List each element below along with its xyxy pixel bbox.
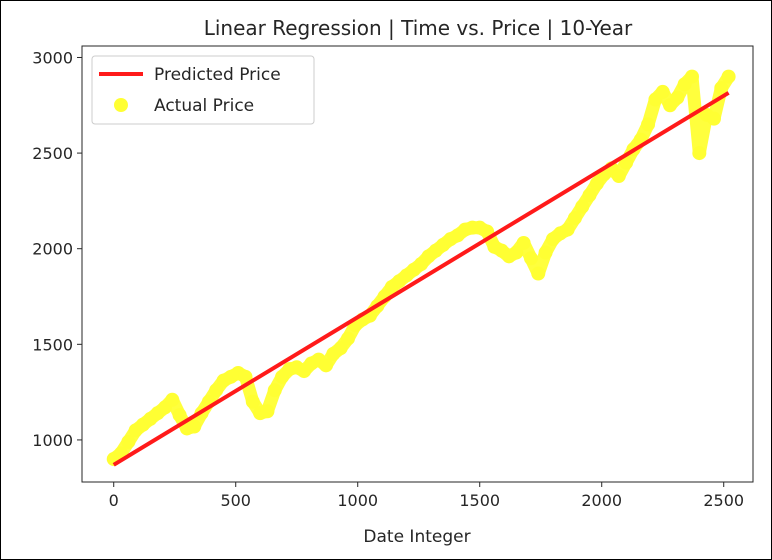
actual-price-point (685, 69, 699, 84)
plot-area (81, 45, 754, 483)
predicted-price-line (112, 91, 730, 467)
actual-price-point (714, 81, 729, 96)
legend-predicted-label: Predicted Price (154, 65, 281, 85)
y-tick-label: 2000 (32, 240, 73, 259)
actual-price-point (582, 188, 597, 203)
actual-price-point (589, 176, 604, 191)
x-tick-label: 1500 (459, 491, 500, 510)
legend-box (91, 55, 315, 125)
actual-price-point (267, 383, 282, 398)
y-tick-label: 1500 (32, 335, 73, 354)
y-axis-ticks: 1000 1500 2000 2500 3000 (32, 48, 82, 450)
actual-price-point (121, 434, 136, 449)
x-tick-label: 1000 (337, 491, 378, 510)
actual-price-point (172, 408, 187, 423)
actual-price-point (692, 146, 707, 161)
legend: Predicted Price Actual Price (91, 55, 315, 125)
actual-price-point (531, 266, 546, 281)
actual-price-point (655, 84, 670, 99)
x-tick-label: 500 (220, 491, 251, 510)
actual-price-point (333, 341, 348, 356)
actual-price-point (670, 90, 685, 105)
x-tick-label: 2500 (703, 491, 744, 510)
actual-price-point (611, 169, 626, 184)
actual-price-point (706, 111, 721, 126)
actual-price-point (516, 235, 531, 250)
actual-price-point (575, 199, 590, 214)
actual-price-point (165, 392, 180, 407)
actual-price-point (340, 331, 355, 346)
legend-actual-label: Actual Price (154, 96, 254, 116)
actual-price-point (260, 404, 275, 419)
x-axis-ticks: 0 500 1000 1500 2000 2500 (109, 482, 744, 510)
y-tick-label: 2500 (32, 144, 73, 163)
x-tick-label: 2000 (581, 491, 622, 510)
actual-price-point (560, 222, 575, 237)
actual-price-point (721, 69, 736, 84)
y-tick-label: 1000 (32, 431, 73, 450)
actual-price-point (238, 369, 253, 384)
actual-price-point (319, 358, 333, 373)
chart-title: Linear Regression | Time vs. Price | 10-… (204, 16, 633, 40)
actual-price-point (187, 419, 202, 434)
actual-price-point (523, 251, 538, 266)
actual-price-point (509, 245, 524, 260)
x-tick-label: 0 (109, 491, 119, 510)
y-tick-label: 3000 (32, 48, 73, 67)
actual-price-point (567, 211, 582, 226)
actual-price-point (641, 117, 656, 132)
actual-price-point (209, 383, 224, 398)
actual-price-point (538, 245, 553, 260)
line-layer (112, 91, 730, 467)
legend-actual-swatch (114, 98, 128, 112)
actual-price-point (245, 394, 260, 409)
x-axis-label: Date Integer (363, 527, 470, 547)
